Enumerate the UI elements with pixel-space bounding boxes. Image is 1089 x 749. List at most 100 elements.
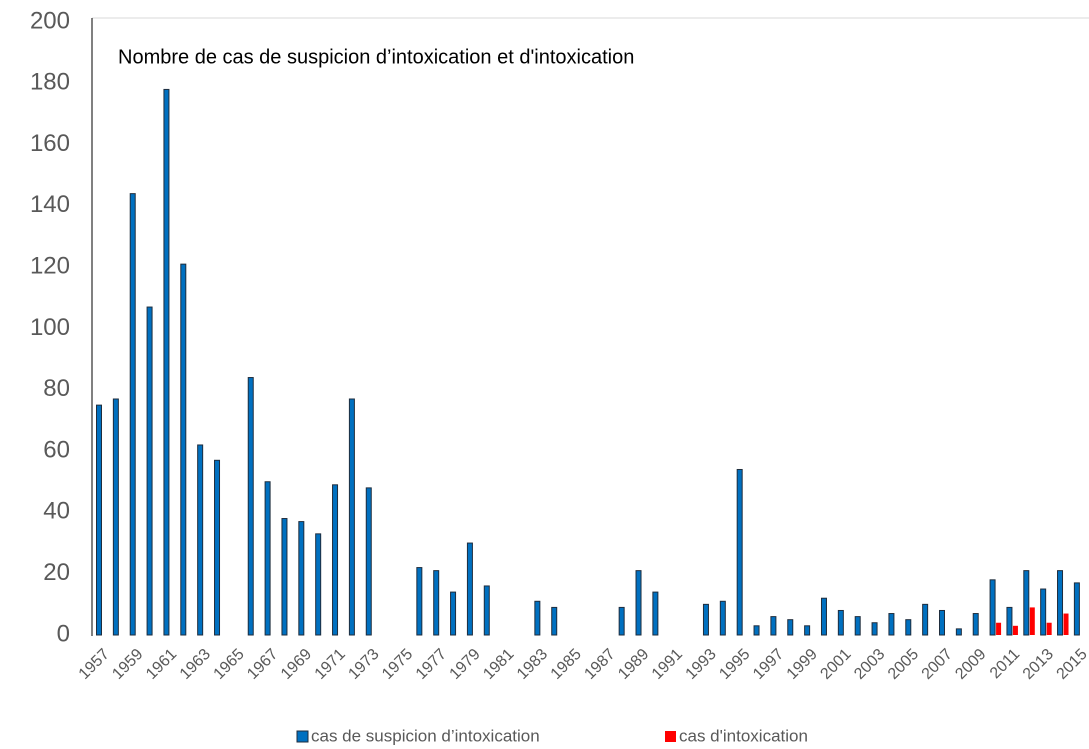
bar (996, 622, 1002, 635)
bar (264, 481, 271, 636)
bar (888, 613, 895, 636)
y-tick-label: 200 (30, 7, 70, 34)
bar (1006, 606, 1013, 636)
legend-label: cas d'intoxication (679, 726, 808, 745)
bar (534, 600, 541, 636)
bar (753, 625, 760, 636)
bar (736, 468, 743, 636)
x-tick-label: 1995 (716, 646, 753, 683)
bar (770, 616, 777, 636)
x-tick-label: 1991 (649, 646, 686, 683)
bar (1029, 607, 1035, 635)
x-tick-label: 1981 (480, 646, 517, 683)
bar (939, 609, 945, 636)
bar (787, 619, 794, 636)
legend-label: cas de suspicion d’intoxication (311, 726, 540, 745)
bar (247, 377, 254, 636)
x-tick-label: 1997 (750, 646, 787, 683)
bar (702, 603, 709, 636)
bar (1012, 625, 1018, 635)
bar (635, 570, 642, 636)
bar (989, 579, 996, 636)
legend-swatch (296, 730, 309, 743)
bar (618, 606, 625, 636)
bar (1063, 613, 1069, 635)
bar (214, 459, 221, 636)
x-tick-label: 2009 (952, 646, 989, 683)
bar (1073, 582, 1080, 636)
y-tick-label: 60 (43, 436, 70, 463)
x-tick-label: 1989 (615, 646, 652, 683)
x-tick-label: 2007 (919, 646, 956, 683)
bar (298, 521, 305, 636)
bar (332, 484, 339, 636)
bar (96, 404, 102, 636)
x-tick-label: 1979 (447, 646, 484, 683)
bar (955, 628, 962, 636)
bar (1057, 570, 1064, 636)
x-tick-label: 1983 (514, 646, 551, 683)
x-tick-label: 2001 (817, 646, 854, 683)
bar (433, 570, 440, 636)
bar (197, 444, 204, 636)
bar (905, 619, 912, 636)
x-tick-label: 1999 (784, 646, 821, 683)
bar (281, 518, 288, 636)
y-tick-label: 160 (30, 130, 70, 157)
x-tick-label: 1959 (109, 646, 146, 683)
x-tick-label: 1985 (548, 646, 585, 683)
y-tick-label: 20 (43, 559, 70, 586)
chart-title: Nombre de cas de suspicion d’intoxicatio… (118, 46, 634, 68)
bar (922, 603, 929, 636)
x-tick-label: 1975 (379, 646, 416, 683)
x-tick-label: 1957 (76, 646, 113, 683)
y-tick-label: 40 (43, 498, 70, 525)
bar (180, 263, 187, 636)
bar (1046, 622, 1052, 635)
bar (466, 542, 473, 636)
y-tick-label: 100 (30, 314, 70, 341)
x-tick-label: 1977 (413, 646, 450, 683)
bar (112, 398, 119, 636)
legend-swatch (665, 731, 676, 742)
bar (1023, 570, 1030, 636)
bar (315, 533, 322, 636)
y-tick-label: 0 (57, 620, 70, 647)
y-tick-label: 120 (30, 253, 70, 280)
bar (652, 591, 659, 636)
bar (1040, 588, 1047, 636)
x-tick-label: 2013 (1020, 646, 1057, 683)
bar (146, 306, 153, 636)
bar (837, 609, 844, 636)
bar (871, 622, 878, 636)
bar (854, 616, 861, 636)
x-tick-label: 2003 (851, 646, 888, 683)
bar (820, 597, 827, 636)
bar (551, 606, 558, 636)
x-tick-label: 1965 (211, 646, 248, 683)
bar (129, 193, 136, 636)
x-tick-label: 2011 (987, 646, 1023, 682)
x-tick-label: 1967 (244, 646, 281, 683)
bar (416, 567, 423, 636)
bar (719, 600, 726, 636)
bar (972, 613, 979, 636)
x-tick-label: 1963 (177, 646, 214, 683)
x-tick-label: 1961 (143, 646, 180, 683)
x-tick-label: 1993 (683, 646, 720, 683)
y-tick-label: 140 (30, 191, 70, 218)
x-tick-label: 1987 (581, 646, 618, 683)
bar (163, 88, 170, 636)
x-tick-label: 1969 (278, 646, 315, 683)
bar (365, 487, 372, 636)
bar (450, 591, 457, 636)
y-tick-label: 80 (43, 375, 70, 402)
x-tick-label: 1971 (312, 646, 349, 683)
y-tick-label: 180 (30, 69, 70, 96)
x-tick-label: 2015 (1054, 646, 1089, 683)
bar (348, 398, 355, 636)
bar (483, 585, 490, 636)
x-tick-label: 1973 (345, 646, 382, 683)
x-tick-label: 2005 (885, 646, 922, 683)
